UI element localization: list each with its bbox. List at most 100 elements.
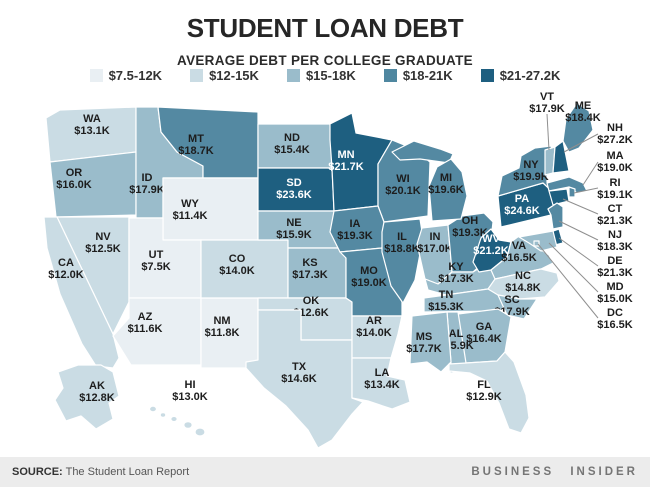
state-label-mn: MN $21.7K	[328, 149, 364, 173]
state-label-nc: NC $14.8K	[505, 270, 541, 294]
state-label-nh: NH $27.2K	[597, 122, 633, 146]
state-label-ga: GA $16.4K	[466, 321, 502, 345]
footer-bar: SOURCE: The Student Loan Report BUSINESS…	[0, 457, 650, 487]
state-label-ca: CA $12.0K	[48, 257, 84, 281]
state-label-wy: WY $11.4K	[173, 198, 208, 222]
state-il: IL $18.8K	[381, 218, 424, 304]
state-label-tx: TX $14.6K	[281, 361, 317, 385]
state-label-mi: MI $19.6K	[428, 172, 464, 196]
state-label-ok: OK $12.6K	[293, 295, 329, 319]
state-shape-dc	[533, 240, 540, 247]
legend-item-bucket1: $7.5-12K	[89, 68, 163, 83]
state-label-nv: NV $12.5K	[85, 231, 121, 255]
state-wi: WI $20.1K	[377, 139, 431, 223]
legend-label-bucket1: $7.5-12K	[108, 68, 163, 83]
state-shape-ar	[351, 315, 403, 359]
legend-label-bucket2: $12-15K	[209, 68, 259, 83]
state-label-wa: WA $13.1K	[74, 113, 110, 137]
page-subtitle: AVERAGE DEBT PER COLLEGE GRADUATE	[177, 53, 473, 68]
state-dc	[533, 240, 540, 247]
callout-line-vt	[546, 113, 550, 151]
source-text: The Student Loan Report	[65, 466, 190, 478]
state-label-wv: WV $21.2K	[473, 233, 509, 257]
legend-label-bucket3: $15-18K	[305, 68, 356, 83]
state-shape-ms	[409, 311, 452, 373]
legend-item-bucket4: $18-21K	[383, 68, 453, 83]
legend-swatch-bucket5	[480, 69, 494, 82]
state-mt: MT $18.7K	[157, 106, 259, 179]
state-shape-hi-island5	[194, 427, 206, 437]
state-ct	[548, 188, 570, 206]
state-shape-il	[381, 218, 424, 304]
state-label-vt: VT $17.9K	[529, 91, 565, 115]
callout-line-ri	[573, 187, 599, 194]
state-nh	[552, 140, 570, 174]
callout-line-ma	[582, 161, 599, 186]
state-az: AZ $11.6K	[112, 297, 202, 366]
state-ia: IA $19.3K	[329, 205, 385, 253]
state-label-mt: MT $18.7K	[178, 133, 214, 157]
state-label-ut: UT $7.5K	[141, 249, 170, 273]
state-label-ma: MA $19.0K	[597, 150, 633, 174]
state-shape-hi-island3	[170, 415, 178, 423]
legend-swatch-bucket2	[190, 69, 204, 82]
state-label-pa: PA $24.6K	[504, 193, 540, 217]
legend-label-bucket4: $18-21K	[402, 68, 453, 83]
state-label-ms: MS $17.7K	[406, 331, 442, 355]
state-label-sd: SD $23.6K	[276, 177, 312, 201]
state-label-la: LA $13.4K	[364, 367, 400, 391]
state-label-tn: TN $15.3K	[428, 289, 464, 313]
state-mi: MI $19.6K	[391, 140, 468, 222]
state-shape-va	[490, 235, 554, 280]
state-sd: SD $23.6K	[257, 167, 335, 212]
state-label-mo: MO $19.0K	[351, 265, 387, 289]
state-shape-mi	[428, 158, 468, 222]
state-label-oh: OH $19.3K	[452, 215, 488, 239]
state-la: LA $13.4K	[351, 357, 411, 410]
source-label: SOURCE:	[12, 466, 63, 478]
state-label-nd: ND $15.4K	[274, 132, 310, 156]
state-shape-nj	[547, 202, 564, 230]
state-label-co: CO $14.0K	[219, 253, 255, 277]
publisher-logo: BUSINESS INSIDER	[471, 466, 638, 478]
state-label-md: MD $15.0K	[597, 281, 633, 305]
state-ca: CA $12.0K	[43, 216, 120, 369]
legend-swatch-bucket1	[89, 69, 103, 82]
state-ne: NE $15.9K	[257, 210, 343, 249]
state-label-in: IN $17.0K	[417, 231, 453, 255]
state-label-or: OR $16.0K	[56, 167, 92, 191]
state-label-fl: FL $12.9K	[466, 379, 502, 403]
callout-line-nj	[558, 220, 599, 241]
state-label-ks: KS $17.3K	[292, 257, 328, 281]
state-co: CO $14.0K	[200, 239, 289, 299]
state-shape-hi-island4	[183, 421, 193, 430]
page-title: STUDENT LOAN DEBT	[186, 13, 464, 43]
state-shape-mt	[157, 106, 259, 179]
state-label-nm: NM $11.8K	[205, 315, 240, 339]
state-tx: TX $14.6K	[245, 309, 364, 449]
state-label-ct: CT $21.3K	[597, 203, 633, 227]
state-ms: MS $17.7K	[406, 311, 452, 373]
state-label-il: IL $18.8K	[384, 231, 420, 255]
state-label-ny: NY $19.9K	[513, 159, 549, 183]
state-nm: NM $11.8K	[200, 297, 259, 369]
state-label-ne: NE $15.9K	[276, 217, 312, 241]
state-label-ia: IA $19.3K	[337, 218, 373, 242]
state-sc: SC $17.9K	[494, 294, 538, 320]
callout-lines	[537, 113, 599, 319]
state-or: OR $16.0K	[49, 151, 137, 218]
state-ri	[568, 186, 576, 198]
state-shape-nc	[487, 268, 560, 300]
state-label-hi: HI $13.0K	[172, 379, 208, 403]
state-fl: FL $12.9K	[448, 351, 530, 434]
callout-line-nh	[563, 133, 599, 153]
state-label-az: AZ $11.6K	[128, 311, 163, 335]
state-shape-nh	[552, 140, 570, 174]
state-label-de: DE $21.3K	[597, 255, 633, 279]
legend-label-bucket5: $21-27.2K	[499, 68, 561, 83]
state-label-ak: AK $12.8K	[79, 380, 115, 404]
state-label-ri: RI $19.1K	[597, 177, 633, 201]
state-shape-ct	[548, 188, 570, 206]
state-shape-me	[562, 102, 594, 153]
